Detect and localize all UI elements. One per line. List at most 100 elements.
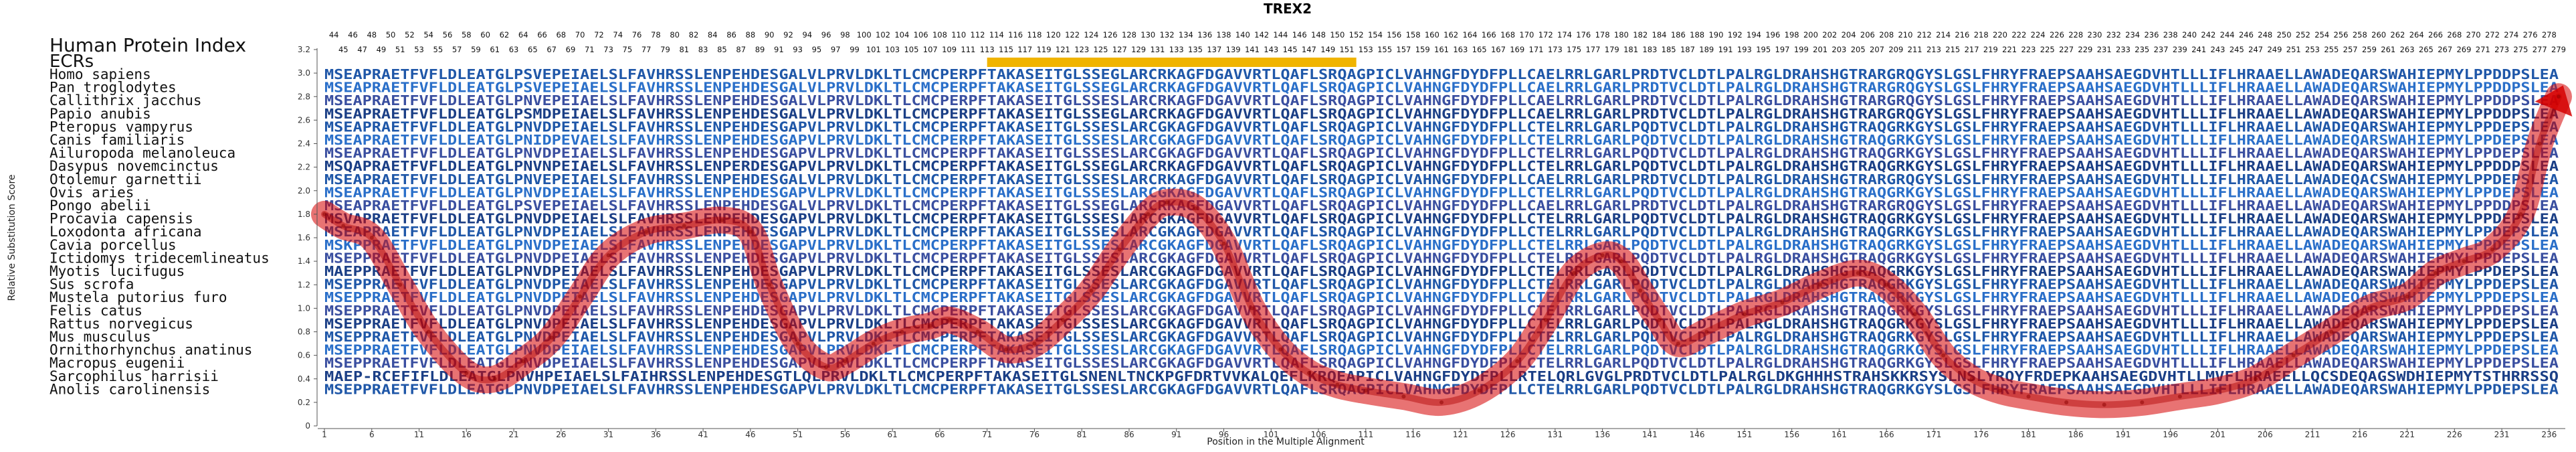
human-position-label: 239 [2173, 45, 2187, 54]
ecr-regions [987, 58, 1357, 67]
curve-point [1704, 329, 1709, 334]
curve-point [843, 359, 848, 364]
sequence-row: MSEPPRAETFVFLDLEATGLPNVDPEIAELSLFAVHRSSL… [324, 250, 2559, 266]
curve-point [1515, 359, 1520, 364]
y-axis-label: Relative Substitution Score [7, 174, 17, 301]
sequence-row: MSEPPRAETFVFLDLEATGLPNVDPEIAELSLFAVHRSSL… [324, 315, 2559, 331]
y-tick-label: 1.2 [298, 280, 310, 289]
human-position-row-1: 44 46 48 50 52 54 56 58 60 62 64 66 68 70 72 74 76 78 80 82… [329, 30, 2557, 40]
curve-point [2215, 388, 2220, 393]
human-position-label: 271 [2476, 45, 2490, 54]
human-position-label: 87 [736, 45, 746, 54]
x-tick-label: 166 [1879, 430, 1894, 439]
sequence-row: MSEPPRAETFVFLDLEATGLPNVDPEIAELSLFAVHRSSL… [324, 355, 2559, 371]
human-position-label: 91 [774, 45, 784, 54]
curve-point [1363, 388, 1368, 393]
curve-point [824, 365, 829, 370]
y-tick-label: 2.6 [298, 115, 310, 125]
x-tick-label: 6 [369, 430, 375, 439]
y-tick-label: 1.6 [298, 233, 310, 242]
human-position-label: 78 [651, 30, 661, 40]
human-position-label: 90 [765, 30, 775, 40]
human-position-label: 203 [1831, 45, 1846, 54]
x-tick-label: 211 [2305, 430, 2320, 439]
x-tick-label: 31 [603, 430, 613, 439]
human-position-label: 200 [1803, 30, 1818, 40]
human-position-label: 67 [547, 45, 557, 54]
human-position-label: 222 [2011, 30, 2026, 40]
human-position-label: 254 [2314, 30, 2329, 40]
x-tick-label: 71 [982, 430, 992, 439]
human-position-label: 121 [1056, 45, 1070, 54]
sequence-row: MSKPPRAETFVFLDLEATGLPNVDPEIAELSLFAVHRSSL… [324, 237, 2559, 253]
ecr-label: ECRs [49, 52, 94, 72]
human-position-label: 183 [1642, 45, 1657, 54]
human-position-label: 177 [1585, 45, 1600, 54]
human-position-label: 202 [1822, 30, 1837, 40]
x-tick-label: 216 [2352, 430, 2367, 439]
curve-point [1004, 347, 1008, 352]
human-position-label: 211 [1908, 45, 1922, 54]
human-position-label: 231 [2097, 45, 2112, 54]
human-position-label: 153 [1359, 45, 1373, 54]
human-position-label: 217 [1965, 45, 1979, 54]
x-tick-label: 16 [462, 430, 472, 439]
y-tick-label: 0.6 [298, 351, 310, 360]
human-position-label: 172 [1539, 30, 1553, 40]
human-position-label: 157 [1396, 45, 1411, 54]
curve-point [2177, 394, 2182, 399]
human-position-label: 209 [1888, 45, 1903, 54]
human-position-label: 246 [2239, 30, 2254, 40]
x-tick-label: 161 [1831, 430, 1847, 439]
species-label: Pteropus vampyrus [49, 119, 193, 135]
human-position-label: 259 [2362, 45, 2377, 54]
species-label: Sarcophilus harrisii [49, 368, 219, 384]
human-position-label: 190 [1708, 30, 1723, 40]
human-position-label: 128 [1122, 30, 1136, 40]
curve-point [1780, 300, 1785, 305]
human-position-label: 250 [2277, 30, 2292, 40]
human-position-label: 61 [490, 45, 500, 54]
sequence-row: MSQAPRAETFVFLDLEATGLPNVNPEIAELSLFAVHRSSL… [324, 158, 2559, 174]
human-position-label: 126 [1103, 30, 1118, 40]
human-position-label: 192 [1728, 30, 1743, 40]
human-position-label: 74 [613, 30, 623, 40]
human-position-label: 71 [585, 45, 595, 54]
human-position-label: 174 [1557, 30, 1572, 40]
human-position-label: 82 [689, 30, 699, 40]
human-position-label: 114 [989, 30, 1004, 40]
human-position-label: 232 [2106, 30, 2121, 40]
human-position-label: 79 [660, 45, 670, 54]
y-tick-label: 1.4 [298, 256, 310, 266]
curve-point [2405, 294, 2409, 299]
human-position-label: 272 [2485, 30, 2500, 40]
curve-point [2518, 212, 2523, 216]
human-position-label: 106 [914, 30, 928, 40]
human-position-label: 53 [414, 45, 424, 54]
human-position-label: 64 [518, 30, 528, 40]
curve-point [1146, 212, 1151, 216]
species-label: Sus scrofa [49, 277, 134, 293]
human-position-label: 115 [999, 45, 1013, 54]
human-position-label: 225 [2040, 45, 2055, 54]
human-position-label: 100 [857, 30, 872, 40]
y-axis: 0 0.2 0.4 0.6 0.8 1.0 1.2 1.4 1.6 1.8 2.0 2.2 2.4 2.6… [298, 45, 318, 431]
species-label: Procavia capensis [49, 211, 193, 227]
human-position-label: 188 [1690, 30, 1704, 40]
human-position-label: 238 [2163, 30, 2178, 40]
human-position-label: 194 [1747, 30, 1761, 40]
species-label: Pongo abelii [49, 198, 151, 214]
y-tick-label: 0.4 [298, 374, 310, 384]
species-label: Felis catus [49, 303, 142, 319]
human-position-label: 98 [840, 30, 850, 40]
human-position-label: 228 [2068, 30, 2083, 40]
human-position-label: 189 [1699, 45, 1714, 54]
x-tick-label: 106 [1311, 430, 1326, 439]
human-position-label: 276 [2523, 30, 2538, 40]
human-position-label: 103 [885, 45, 900, 54]
x-tick-label: 86 [1124, 430, 1134, 439]
human-position-label: 120 [1046, 30, 1061, 40]
curve-point [795, 342, 800, 346]
x-axis-label: Position in the Multiple Alignment [1207, 437, 1365, 447]
